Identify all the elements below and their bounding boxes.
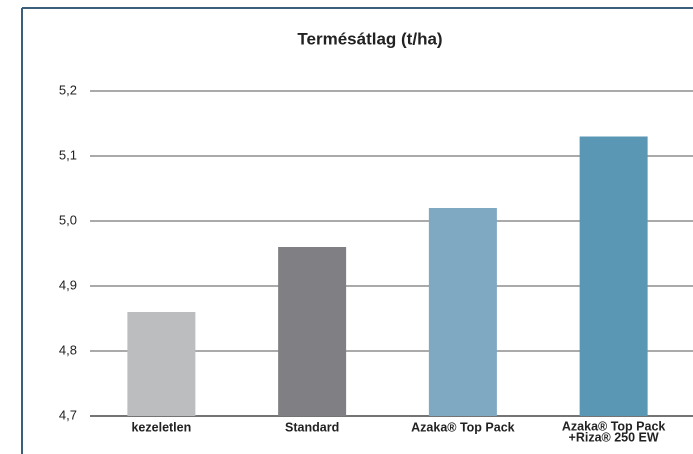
bar — [127, 312, 196, 416]
y-tick-label: 5,2 — [59, 82, 77, 97]
y-tick-label: 4,7 — [59, 407, 77, 422]
y-tick-label: 5,0 — [59, 212, 77, 227]
y-tick-label: 4,9 — [59, 277, 77, 292]
x-tick-label: Standard — [285, 420, 339, 434]
x-tick-label: Azaka® Top Pack — [411, 420, 515, 434]
y-tick-label: 4,8 — [59, 342, 77, 357]
y-tick-label: 5,1 — [59, 147, 77, 162]
x-tick-label: kezeletlen — [131, 420, 191, 434]
bar — [579, 136, 648, 416]
chart-title: Termésátlag (t/ha) — [297, 29, 442, 48]
bar — [278, 247, 347, 416]
bar — [428, 208, 497, 416]
x-tick-label: +Riza® 250 EW — [569, 430, 659, 444]
x-tick-label: Azaka® Top Pack — [562, 419, 666, 433]
